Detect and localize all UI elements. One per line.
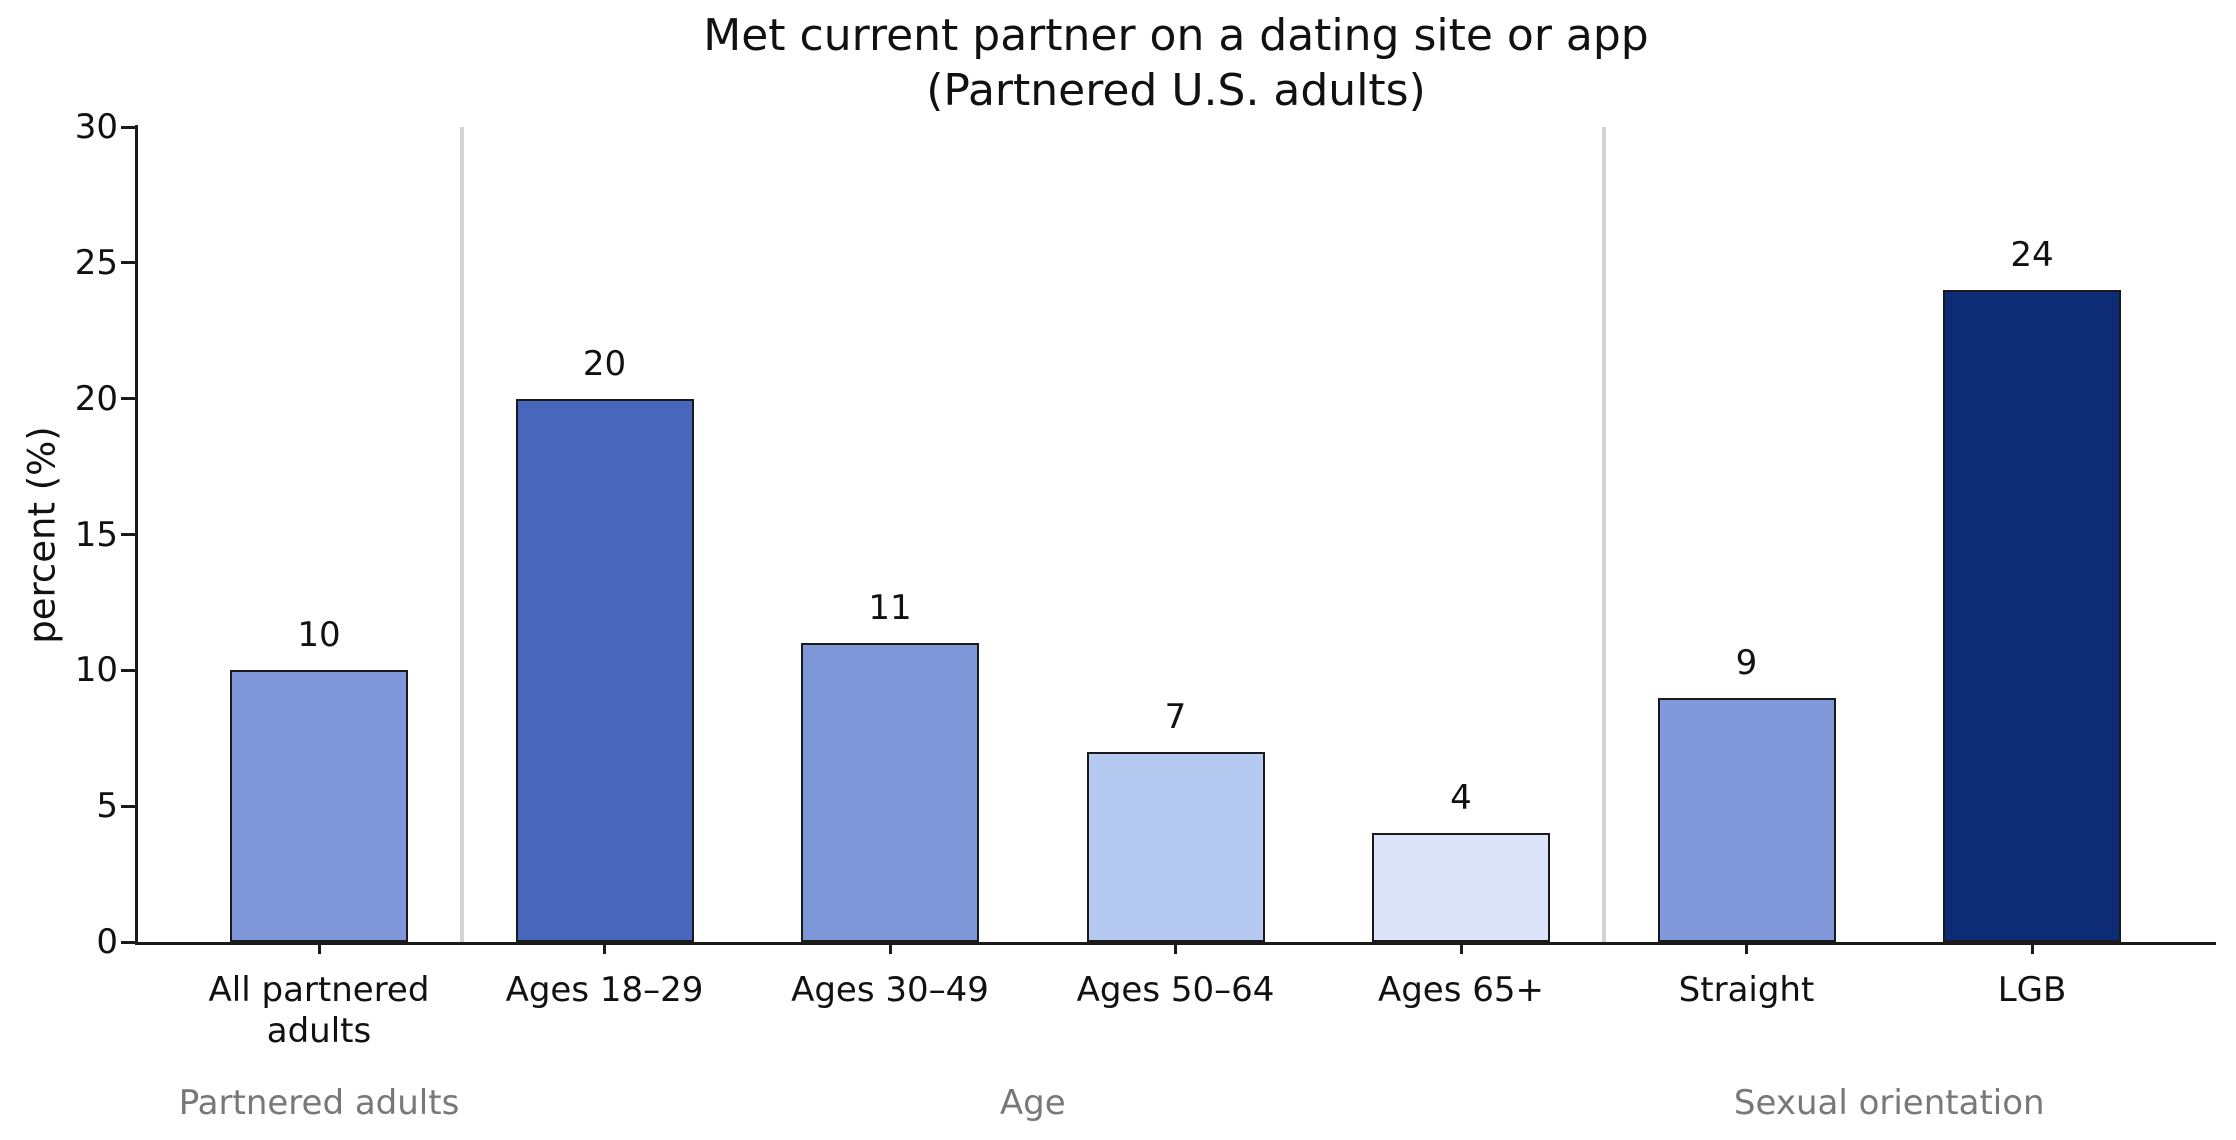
y-axis-tick-label: 15 xyxy=(74,514,118,555)
chart-title: Met current partner on a dating site or … xyxy=(703,8,1648,118)
bar-straight xyxy=(1657,697,1836,942)
bar-ages-65 xyxy=(1372,833,1550,942)
x-axis-tick xyxy=(1745,942,1748,954)
x-axis-tick xyxy=(603,942,606,954)
bar-value-label-ages-30-49: 11 xyxy=(868,588,912,629)
x-axis-tick-label-all-partnered-adults: All partnered adults xyxy=(208,970,430,1051)
bar-value-label-straight: 9 xyxy=(1735,642,1758,683)
y-axis-tick xyxy=(121,804,135,808)
group-label-age: Age xyxy=(999,1083,1066,1123)
x-axis-tick-label-ages-30-49: Ages 30–49 xyxy=(791,970,989,1010)
y-axis-tick-label: 10 xyxy=(74,650,118,691)
group-label-partnered-adults: Partnered adults xyxy=(178,1083,460,1123)
y-axis-tick-label: 30 xyxy=(74,107,118,147)
chart-title-line1: Met current partner on a dating site or … xyxy=(703,10,1649,61)
x-axis-tick-label-ages-18-29: Ages 18–29 xyxy=(505,970,704,1010)
group-label-sexual-orientation: Sexual orientation xyxy=(1733,1083,2045,1123)
y-axis-tick-label: 5 xyxy=(96,786,118,827)
bar-ages-30-49 xyxy=(801,643,979,942)
y-axis-tick-label: 25 xyxy=(74,242,118,283)
x-axis-tick xyxy=(317,942,321,954)
y-axis-tick xyxy=(121,533,135,536)
x-axis-tick-label-straight: Straight xyxy=(1678,970,1815,1010)
x-axis-tick xyxy=(2030,942,2034,954)
bar-all-partnered-adults xyxy=(230,670,408,942)
x-axis-tick xyxy=(888,942,892,954)
y-axis-tick xyxy=(121,940,135,944)
y-axis-tick xyxy=(121,261,135,265)
bar-ages-18-29 xyxy=(515,398,694,942)
bar-value-label-ages-65: 4 xyxy=(1450,778,1472,819)
x-axis-tick-label-ages-65: Ages 65+ xyxy=(1377,970,1545,1010)
bar-value-label-ages-50-64: 7 xyxy=(1164,696,1187,737)
group-divider-line xyxy=(459,127,464,942)
y-axis-line xyxy=(135,125,138,944)
y-axis-tick xyxy=(121,397,135,401)
y-axis-tick xyxy=(121,668,135,672)
bar-lgb xyxy=(1943,290,2121,942)
y-axis-tick-label: 20 xyxy=(74,378,118,419)
x-axis-tick-label-ages-50-64: Ages 50–64 xyxy=(1076,970,1275,1010)
bar-value-label-all-partnered-adults: 10 xyxy=(297,615,341,656)
bar-ages-50-64 xyxy=(1086,751,1265,942)
bar-value-label-lgb: 24 xyxy=(2010,235,2054,275)
chart-title-line2: (Partnered U.S. adults) xyxy=(926,65,1426,116)
x-axis-tick xyxy=(1459,942,1463,954)
x-axis-tick-label-lgb: LGB xyxy=(1997,970,2067,1010)
bar-value-label-ages-18-29: 20 xyxy=(582,343,627,384)
y-axis-tick-label: 0 xyxy=(96,922,118,962)
y-axis-tick xyxy=(121,125,135,129)
x-axis-tick xyxy=(1174,942,1177,954)
group-divider-line xyxy=(1601,127,1606,942)
